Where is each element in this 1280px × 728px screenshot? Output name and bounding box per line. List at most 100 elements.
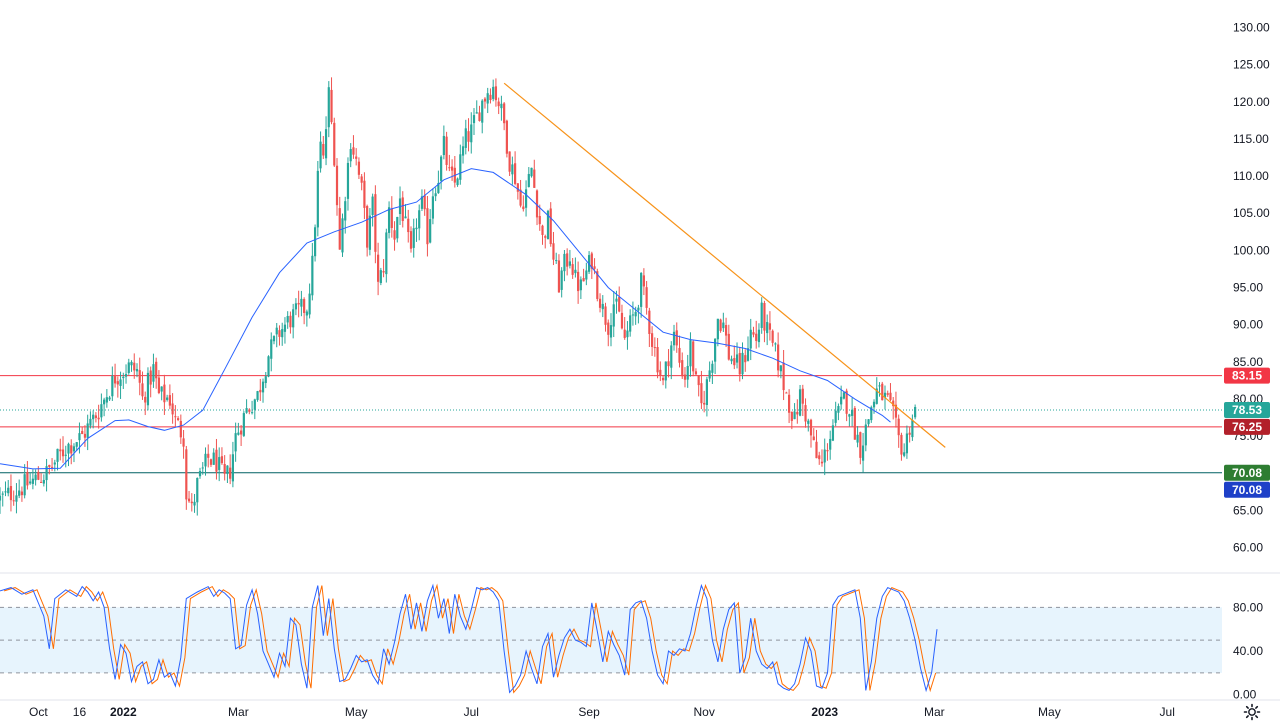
candle	[86, 414, 89, 451]
candle-body	[766, 322, 769, 334]
stochastic-k-line	[0, 583, 938, 694]
candle	[908, 427, 911, 443]
candle-body	[840, 396, 843, 405]
candle-body	[549, 208, 552, 245]
candle	[892, 396, 895, 420]
candle	[322, 135, 325, 159]
candle	[670, 341, 673, 380]
candle-body	[555, 260, 558, 262]
price-tick-label: 105.00	[1233, 206, 1270, 220]
candle-body	[481, 100, 484, 123]
candle	[308, 283, 311, 319]
candle	[352, 135, 355, 159]
candle-body	[146, 372, 150, 406]
time-tick-label: May	[1038, 705, 1061, 719]
candle-body	[445, 136, 448, 165]
candle	[768, 311, 772, 341]
candle-body	[856, 434, 859, 443]
candle	[645, 281, 648, 315]
candle-body	[826, 450, 829, 452]
candle-body	[837, 406, 840, 413]
candle	[620, 304, 624, 330]
candle	[53, 459, 56, 472]
candle	[483, 97, 487, 109]
stochastic-axis[interactable]: 80.00 40.00 0.00	[1233, 600, 1263, 701]
candle-body	[346, 162, 350, 199]
candle-body	[470, 124, 473, 143]
stochastic-pane[interactable]	[0, 583, 1222, 694]
candle	[300, 290, 303, 317]
price-tick-label: 110.00	[1233, 169, 1269, 183]
candle	[398, 186, 402, 225]
candle	[911, 414, 914, 441]
candle	[492, 79, 495, 102]
candle	[508, 151, 511, 177]
candle	[34, 469, 37, 486]
candle-body	[385, 232, 388, 275]
candle-body	[812, 436, 815, 441]
candle-body	[905, 433, 909, 454]
candle	[448, 154, 451, 172]
candle	[26, 461, 29, 490]
candle-body	[607, 322, 610, 335]
candle	[757, 323, 761, 348]
candle-body	[494, 86, 498, 101]
settings-gear-icon[interactable]	[1242, 702, 1262, 722]
candle-body	[626, 330, 629, 338]
candle	[716, 318, 719, 347]
candle-body	[29, 481, 32, 484]
candle	[560, 267, 563, 298]
candle	[511, 156, 514, 185]
candle	[78, 422, 81, 454]
candle-body	[113, 376, 117, 384]
candle	[272, 335, 276, 345]
candle-body	[779, 365, 782, 372]
candle	[412, 218, 415, 258]
time-axis[interactable]: Oct 16 2022 Mar May Jul Sep Nov 2023 Mar May Jul	[29, 705, 1175, 719]
candle	[505, 119, 508, 158]
candle	[245, 399, 248, 414]
candle	[472, 108, 476, 135]
candle	[29, 472, 32, 485]
candle-body	[867, 419, 870, 425]
candle-body	[892, 400, 895, 407]
candle-body	[171, 403, 174, 415]
candle	[872, 399, 876, 414]
candle	[59, 438, 62, 461]
candle-body	[503, 103, 506, 124]
candle-body	[418, 210, 421, 229]
candle	[130, 360, 133, 372]
candle-body	[705, 379, 708, 405]
candle-body	[894, 404, 898, 418]
candle-body	[508, 151, 511, 172]
candle	[119, 371, 122, 399]
candle	[796, 399, 799, 424]
candle	[793, 403, 796, 420]
candle-body	[185, 449, 188, 500]
price-pane[interactable]	[0, 77, 1280, 701]
candle	[453, 155, 456, 188]
candle-body	[497, 101, 500, 107]
candle	[738, 347, 741, 382]
candle	[752, 326, 755, 338]
candle-body	[160, 386, 163, 392]
candle-body	[486, 93, 489, 104]
candle	[313, 224, 317, 262]
candle-body	[294, 303, 298, 310]
candle	[83, 425, 87, 447]
price-tag-label: 76.25	[1232, 420, 1262, 434]
candle	[138, 357, 141, 396]
candle	[407, 209, 410, 243]
candle	[377, 242, 380, 296]
candle-body	[730, 358, 733, 362]
candle-body	[412, 228, 415, 248]
candle-body	[64, 454, 67, 456]
candle-body	[694, 371, 698, 375]
candle	[382, 259, 385, 278]
candle-body	[9, 486, 13, 501]
candle	[39, 473, 43, 483]
candle-body	[122, 376, 125, 379]
candle	[401, 191, 404, 228]
candle-body	[316, 170, 319, 228]
